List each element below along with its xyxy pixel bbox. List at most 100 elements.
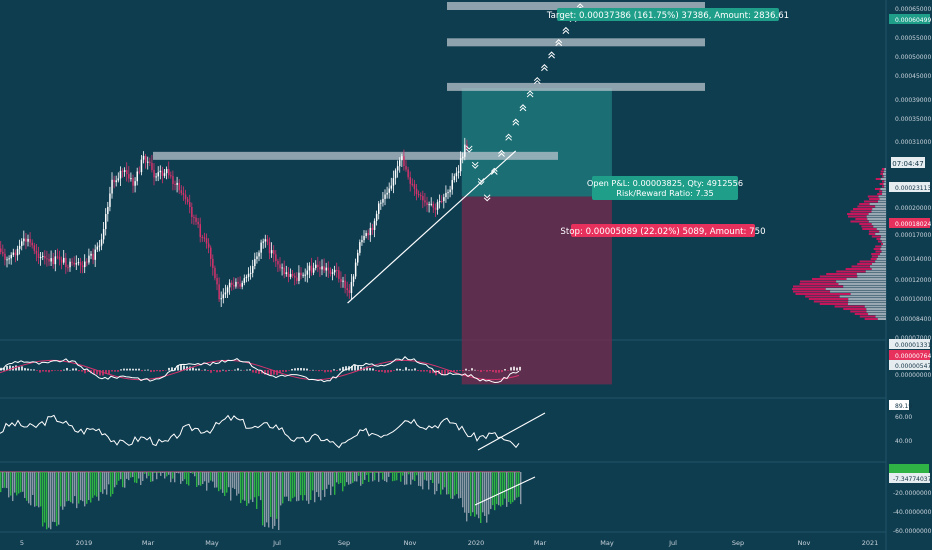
volume-profile-bar bbox=[851, 265, 871, 268]
oscillator-bar bbox=[188, 472, 190, 486]
candle-body bbox=[359, 242, 361, 253]
price-tick-label: 0.00014000 bbox=[895, 256, 931, 263]
projection-arrow bbox=[519, 104, 527, 112]
oscillator-bar bbox=[256, 472, 258, 509]
macd-histogram-bar bbox=[195, 368, 197, 371]
candle-body bbox=[399, 160, 401, 167]
oscillator-tick-label: -20.0000000 bbox=[893, 490, 932, 497]
oscillator-bar bbox=[110, 472, 112, 497]
candle-body bbox=[312, 268, 315, 273]
oscillator-bar bbox=[476, 472, 478, 515]
candle-body bbox=[436, 202, 439, 210]
macd-histogram-bar bbox=[378, 370, 380, 373]
oscillator-bar bbox=[208, 472, 210, 483]
candle-body bbox=[340, 278, 342, 282]
projection-arrow bbox=[498, 149, 505, 157]
oscillator-bar bbox=[310, 472, 312, 501]
volume-profile-bar bbox=[863, 200, 878, 203]
oscillator-bar bbox=[76, 472, 78, 509]
candle-body bbox=[273, 250, 275, 255]
volume-profile-bar bbox=[847, 303, 886, 305]
candle-body bbox=[6, 259, 8, 261]
macd-histogram-bar bbox=[213, 370, 215, 371]
candle-body bbox=[235, 281, 237, 287]
oscillator-bar bbox=[178, 472, 180, 474]
oscillator-bar bbox=[210, 472, 212, 481]
oscillator-bar bbox=[520, 472, 522, 505]
oscillator-bar bbox=[474, 472, 476, 517]
candle-body bbox=[405, 166, 407, 170]
volume-profile-bar bbox=[870, 265, 886, 268]
candle-body bbox=[197, 221, 199, 225]
price-tick-label: 0.00008400 bbox=[895, 316, 931, 323]
candle-body bbox=[428, 204, 430, 206]
countdown-text: 07:04:47 bbox=[892, 160, 923, 168]
volume-profile-bar bbox=[871, 255, 878, 258]
candle-body bbox=[260, 242, 262, 253]
volume-profile-bar bbox=[854, 313, 869, 315]
volume-profile-bar bbox=[857, 263, 873, 265]
candle-body bbox=[415, 188, 418, 194]
candle-body bbox=[4, 253, 6, 260]
oscillator-bar bbox=[336, 472, 338, 483]
target-label[interactable]: Target: 0.00037386 (161.75%) 37386, Amou… bbox=[546, 8, 789, 21]
oscillator-bar bbox=[222, 472, 224, 493]
volume-profile-bar bbox=[868, 220, 886, 223]
macd-histogram-bar bbox=[426, 370, 428, 372]
oscillator-bar bbox=[186, 472, 188, 485]
macd-histogram-bar bbox=[24, 368, 26, 371]
price-tick-label: 0.00023113 bbox=[895, 185, 931, 192]
open-pnl-label[interactable]: Open P&L: 0.00003825, Qty: 4912556 Risk/… bbox=[587, 176, 743, 200]
oscillator-bar bbox=[104, 472, 106, 490]
candle-body bbox=[117, 178, 120, 181]
price-axis[interactable]: 0.00065000 0.00060499 0.00055000 0.00050000… bbox=[889, 6, 932, 535]
oscillator-bar bbox=[88, 472, 90, 501]
time-tick-label: Sep bbox=[338, 539, 350, 547]
candle-body bbox=[245, 276, 248, 279]
volume-profile-bar bbox=[880, 170, 884, 173]
oscillator-bar bbox=[486, 472, 488, 523]
candle-body bbox=[172, 176, 174, 184]
candle-body bbox=[109, 193, 111, 207]
volume-profile-bar bbox=[811, 278, 847, 280]
time-axis[interactable]: 5 2019 Mar May Jul Sep Nov 2020 Mar May Jul Sep Nov 2… bbox=[20, 539, 878, 547]
volume-profile-bar bbox=[869, 203, 886, 205]
volume-profile-bar bbox=[868, 213, 886, 215]
candle-body bbox=[275, 254, 277, 262]
volume-profile-bar bbox=[879, 198, 886, 200]
oscillator-bar bbox=[344, 472, 346, 487]
oscillator-bar bbox=[286, 472, 288, 497]
oscillator-bar bbox=[180, 472, 182, 484]
candle-body bbox=[424, 200, 426, 203]
support-trendline[interactable] bbox=[347, 150, 517, 304]
macd-histogram-bar bbox=[204, 369, 206, 371]
candle-body bbox=[212, 258, 214, 268]
stop-label[interactable]: Stop: 0.00005089 (22.02%) 5089, Amount: … bbox=[560, 224, 766, 237]
oscillator-bar bbox=[274, 472, 276, 526]
oscillator-bar bbox=[232, 472, 234, 488]
time-tick-label: 5 bbox=[20, 539, 24, 547]
oscillator-bar bbox=[380, 472, 382, 473]
macd-histogram-bar bbox=[453, 370, 455, 373]
countdown-label: 07:04:47 bbox=[891, 157, 925, 168]
macd-histogram-bar bbox=[72, 368, 74, 371]
candle-body bbox=[363, 235, 365, 241]
oscillator-bar bbox=[280, 472, 282, 506]
candle-body bbox=[417, 193, 420, 196]
oscillator-bar bbox=[406, 472, 408, 485]
oscillator-bar bbox=[422, 472, 424, 490]
volume-profile-bar bbox=[846, 278, 886, 280]
macd-histogram-bar bbox=[84, 370, 86, 374]
volume-profile-bar bbox=[800, 280, 837, 283]
oscillator-bar bbox=[230, 472, 232, 501]
macd-histogram-bar bbox=[222, 369, 224, 371]
candle-body bbox=[266, 239, 269, 242]
oscillator-bar bbox=[362, 472, 364, 484]
candle-body bbox=[23, 238, 25, 242]
macd-histogram-bar bbox=[180, 364, 182, 371]
volume-profile-bar bbox=[876, 228, 886, 230]
volume-profile-bar bbox=[881, 240, 886, 243]
macd-histogram-bar bbox=[411, 369, 413, 371]
candle-body bbox=[277, 261, 279, 265]
